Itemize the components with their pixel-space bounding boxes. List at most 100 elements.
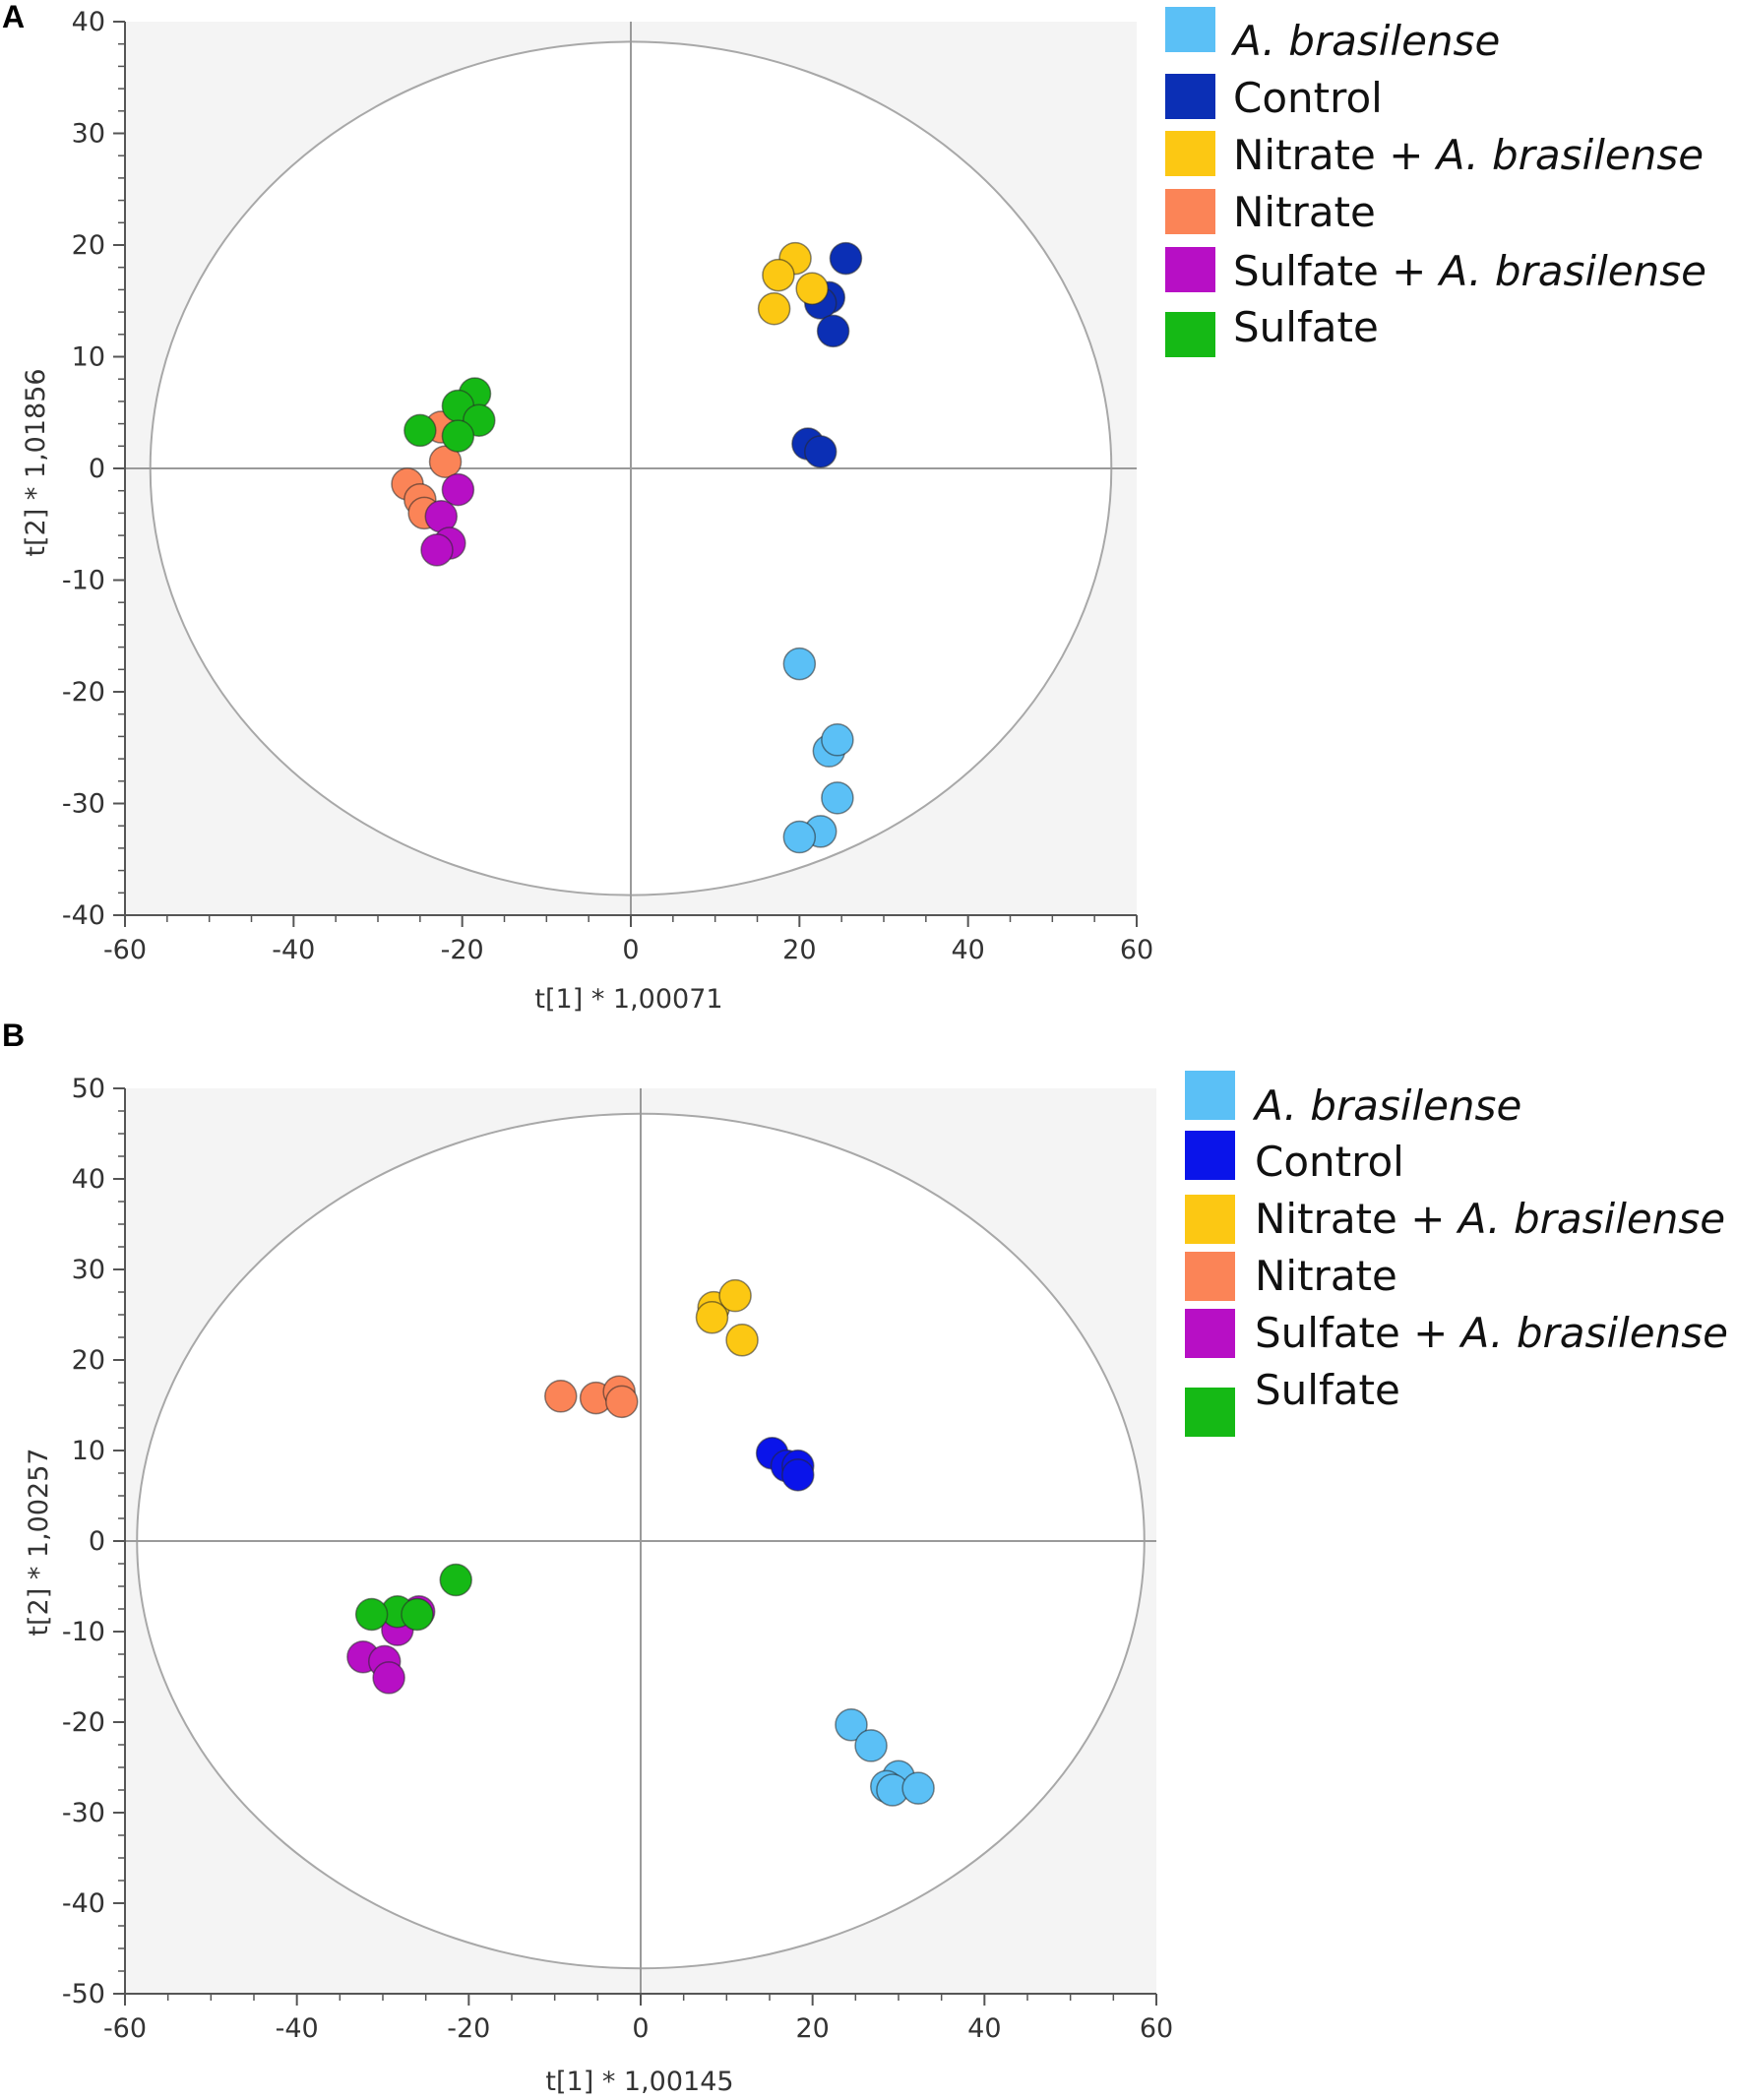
panel-b-x-axis-label: t[1] * 1,00145 bbox=[545, 2067, 733, 2097]
legend-swatch-sulfate-a-brasilense bbox=[1165, 247, 1215, 292]
panel-a: A -60 -40 -20 0 20 40 60-40-30-20-10010203040 … bbox=[2, 0, 1706, 1015]
point-sulfate-a-brasilense bbox=[420, 533, 454, 567]
y-tick-label: 30 bbox=[72, 119, 105, 150]
legend-swatch-nitrate-a-brasilense bbox=[1185, 1195, 1235, 1244]
legend-swatch-nitrate bbox=[1165, 189, 1215, 234]
y-tick-label: 30 bbox=[72, 1255, 105, 1285]
legend-swatch-a-brasilense bbox=[1185, 1071, 1235, 1120]
y-tick-label: 10 bbox=[72, 342, 105, 373]
legend-label-nitrate-a-brasilense: Nitrate + A. brasilense bbox=[1255, 1195, 1725, 1243]
legend-label-nitrate-a-brasilense-part1: Nitrate + bbox=[1255, 1195, 1458, 1243]
panel-a-ticks: -60 -40 -20 0 20 40 60 -40 -30 -20 -10 0 10 20 30 40 bbox=[62, 7, 1153, 965]
point-a-brasilense bbox=[835, 1708, 868, 1742]
legend-label-sulfate: Sulfate bbox=[1255, 1366, 1400, 1414]
point-nitrate bbox=[605, 1385, 639, 1419]
y-tick-label: -40 bbox=[62, 1888, 105, 1919]
panel-b: B -60 -40 -20 0 20 40 60 -50 -40 -30 -20 -10 0 10 20 30… bbox=[2, 1018, 1728, 2097]
y-tick-label: 40 bbox=[72, 7, 105, 37]
point-nitrate-a-brasilense bbox=[718, 1278, 752, 1313]
point-sulfate-a-brasilense bbox=[441, 472, 475, 507]
legend-label-control: Control bbox=[1233, 74, 1383, 122]
x-tick-label: 40 bbox=[967, 2013, 1001, 2044]
x-tick-label: 60 bbox=[1140, 2013, 1173, 2044]
panel-b-legend: A. brasilense Control Nitrate + A. brasi… bbox=[1185, 1071, 1728, 1437]
legend-label-sulfate-a-brasilense-part1: Sulfate + bbox=[1255, 1309, 1461, 1357]
y-tick-label: 20 bbox=[72, 1345, 105, 1376]
point-control bbox=[781, 1458, 815, 1492]
y-tick-label: -20 bbox=[62, 1707, 105, 1738]
legend-label-nitrate: Nitrate bbox=[1233, 188, 1376, 236]
legend-label-control: Control bbox=[1255, 1138, 1404, 1186]
legend-swatch-nitrate-a-brasilense bbox=[1165, 131, 1215, 176]
x-tick-label: 40 bbox=[951, 935, 984, 965]
point-nitrate-a-brasilense bbox=[695, 1301, 729, 1334]
legend-label-sulfate-a-brasilense-part2: A. brasilense bbox=[1437, 247, 1706, 295]
panel-b-ticks: -60 -40 -20 0 20 40 60 -50 -40 -30 -20 -10 0 10 20 30 40… bbox=[62, 1074, 1173, 2044]
x-tick-label: 20 bbox=[795, 2013, 829, 2044]
point-a-brasilense bbox=[821, 781, 854, 815]
legend-swatch-a-brasilense bbox=[1165, 7, 1215, 52]
x-tick-label: -60 bbox=[103, 935, 147, 965]
y-tick-label: 0 bbox=[89, 454, 105, 484]
point-nitrate-a-brasilense bbox=[795, 272, 829, 306]
point-control bbox=[816, 314, 850, 348]
point-nitrate bbox=[544, 1380, 578, 1413]
y-tick-label: 10 bbox=[72, 1436, 105, 1466]
panel-b-points bbox=[346, 1278, 935, 1807]
x-tick-label: -40 bbox=[272, 935, 315, 965]
legend-label-a-brasilense: A. brasilense bbox=[1252, 1081, 1521, 1130]
legend-label-sulfate-a-brasilense-part2: A. brasilense bbox=[1458, 1309, 1728, 1357]
y-tick-label: -30 bbox=[62, 789, 105, 820]
legend-label-nitrate: Nitrate bbox=[1255, 1252, 1397, 1300]
panel-b-y-axis-label: t[2] * 1,00257 bbox=[24, 1448, 54, 1636]
panel-a-x-axis-label: t[1] * 1,00071 bbox=[534, 984, 722, 1015]
point-control bbox=[829, 241, 863, 276]
y-tick-label: -20 bbox=[62, 677, 105, 708]
x-tick-label: -60 bbox=[103, 2013, 147, 2044]
legend-label-a-brasilense: A. brasilense bbox=[1230, 17, 1500, 65]
panel-a-points bbox=[391, 241, 863, 854]
legend-swatch-control bbox=[1185, 1131, 1235, 1180]
y-tick-label: 50 bbox=[72, 1074, 105, 1104]
legend-label-nitrate-a-brasilense-part2: A. brasilense bbox=[1456, 1195, 1725, 1243]
legend-label-nitrate-a-brasilense-part1: Nitrate + bbox=[1233, 131, 1437, 179]
y-tick-label: -50 bbox=[62, 1979, 105, 2009]
panel-b-letter: B bbox=[2, 1018, 25, 1053]
legend-swatch-sulfate bbox=[1165, 312, 1215, 357]
legend-swatch-sulfate-a-brasilense bbox=[1185, 1309, 1235, 1358]
panel-a-letter: A bbox=[2, 0, 25, 34]
legend-label-sulfate-a-brasilense: Sulfate + A. brasilense bbox=[1233, 247, 1706, 295]
point-a-brasilense bbox=[782, 820, 817, 854]
point-nitrate-a-brasilense bbox=[762, 258, 795, 292]
point-sulfate bbox=[441, 419, 475, 453]
y-tick-label: -30 bbox=[62, 1798, 105, 1828]
x-tick-label: -20 bbox=[441, 935, 484, 965]
panel-a-y-axis-label: t[2] * 1,01856 bbox=[21, 368, 51, 556]
panel-a-legend: A. brasilense Control Nitrate + A. brasi… bbox=[1165, 7, 1706, 357]
point-a-brasilense bbox=[782, 647, 817, 681]
point-a-brasilense bbox=[901, 1771, 935, 1805]
x-tick-label: 60 bbox=[1120, 935, 1153, 965]
point-nitrate-a-brasilense bbox=[757, 291, 791, 326]
point-control bbox=[804, 435, 837, 468]
x-tick-label: 20 bbox=[782, 935, 816, 965]
point-nitrate-a-brasilense bbox=[725, 1324, 759, 1357]
point-a-brasilense bbox=[821, 723, 854, 757]
point-sulfate bbox=[403, 413, 437, 448]
y-tick-label: 0 bbox=[89, 1526, 105, 1557]
legend-label-nitrate-a-brasilense-part2: A. brasilense bbox=[1434, 131, 1704, 179]
legend-swatch-sulfate bbox=[1185, 1388, 1235, 1437]
point-sulfate bbox=[439, 1563, 472, 1597]
y-tick-label: 40 bbox=[72, 1164, 105, 1195]
x-tick-label: -40 bbox=[276, 2013, 319, 2044]
y-tick-label: 20 bbox=[72, 230, 105, 261]
legend-label-sulfate: Sulfate bbox=[1233, 303, 1379, 351]
x-tick-label: 0 bbox=[622, 935, 639, 965]
point-a-brasilense bbox=[854, 1729, 888, 1762]
legend-label-sulfate-a-brasilense-part1: Sulfate + bbox=[1233, 247, 1440, 295]
point-sulfate bbox=[354, 1597, 389, 1632]
point-sulfate bbox=[401, 1597, 434, 1632]
x-tick-label: -20 bbox=[447, 2013, 490, 2044]
point-sulfate-a-brasilense bbox=[372, 1661, 405, 1695]
